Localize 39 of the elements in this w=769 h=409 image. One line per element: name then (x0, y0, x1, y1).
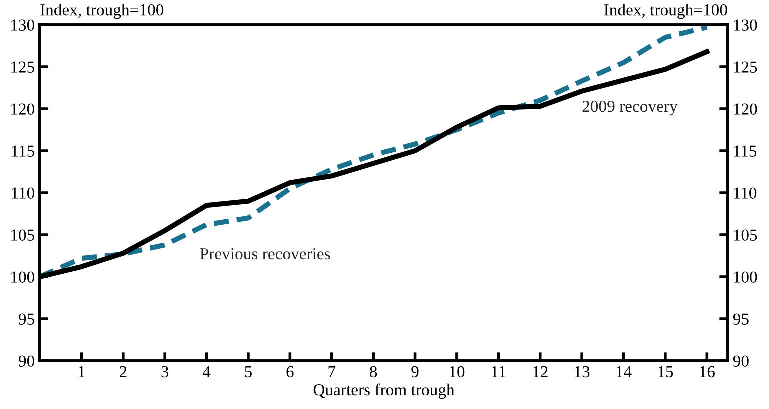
x-tick-label: 13 (575, 366, 590, 378)
x-tick-label: 16 (700, 366, 715, 378)
x-tick-label: 5 (245, 366, 252, 378)
x-tick-label: 10 (450, 366, 465, 378)
x-tick-label: 4 (202, 366, 211, 378)
y-tick-label: 125 (12, 62, 34, 73)
series-label: Previous recoveries (200, 248, 330, 260)
y-tick-label: 110 (12, 188, 35, 199)
x-tick-label: 7 (328, 366, 336, 378)
y-tick-label: 95 (19, 314, 34, 325)
y-tick-label: 130 (12, 20, 35, 31)
y-tick-label: 120 (12, 104, 35, 115)
y2-tick-label: 95 (733, 314, 749, 325)
y-tick-label: 115 (12, 146, 34, 157)
y-axis-title: Index, trough=100 (40, 4, 164, 20)
x-tick-label: 3 (162, 366, 169, 378)
y-tick-label: 105 (12, 230, 34, 241)
x-tick-label: 6 (286, 366, 294, 378)
series-label: 2009 recovery (582, 100, 678, 116)
x-axis-title: Quarters from trough (314, 384, 455, 400)
x-tick-label: 9 (412, 366, 419, 378)
x-tick-label: 11 (492, 366, 506, 378)
x-tick-label: 8 (370, 366, 378, 378)
x-tick-label: 2 (120, 366, 127, 378)
y2-tick-label: 100 (734, 272, 758, 283)
y-tick-label: 100 (12, 272, 35, 283)
y2-tick-label: 90 (733, 356, 749, 367)
x-tick-label: 1 (78, 366, 85, 378)
y2-axis-title: Index, trough=100 (604, 4, 728, 20)
y2-tick-label: 110 (734, 188, 757, 199)
x-tick-label: 12 (533, 366, 548, 378)
y2-tick-label: 105 (734, 230, 758, 241)
y2-tick-label: 120 (734, 104, 758, 115)
y2-tick-label: 130 (734, 20, 758, 31)
y-tick-label: 90 (19, 356, 35, 367)
x-tick-label: 15 (658, 366, 674, 378)
y2-tick-label: 115 (734, 146, 757, 157)
y2-tick-label: 125 (734, 62, 758, 73)
x-tick-label: 14 (616, 366, 632, 378)
